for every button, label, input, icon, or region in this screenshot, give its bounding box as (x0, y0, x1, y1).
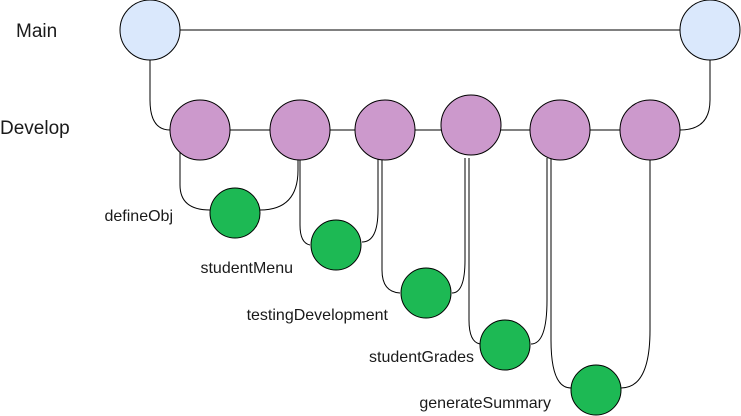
develop-commit-node[interactable] (269, 99, 331, 161)
main-commit-node[interactable] (679, 0, 741, 61)
defineObj-label: defineObj (105, 208, 174, 225)
studentMenu-label: studentMenu (200, 260, 293, 277)
main-branch-label: Main (16, 21, 57, 42)
generateSummary-branch-edge (550, 158, 651, 389)
develop-commit-node[interactable] (619, 99, 681, 161)
studentGrades-commit-node[interactable] (479, 319, 531, 371)
develop-commit-node[interactable] (529, 99, 591, 161)
develop-commit-node[interactable] (440, 94, 502, 156)
generateSummary-commit-node[interactable] (570, 364, 622, 416)
studentMenu-commit-node[interactable] (310, 219, 362, 271)
testingDevelopment-label: testingDevelopment (247, 307, 389, 324)
develop-to-main-edge (679, 60, 711, 131)
develop-branch-label: Develop (0, 118, 70, 139)
testingDevelopment-branch-edge (381, 158, 466, 294)
develop-commit-node[interactable] (169, 99, 231, 161)
main-to-develop-edge (149, 60, 171, 131)
defineObj-commit-node[interactable] (209, 187, 261, 239)
studentGrades-label: studentGrades (369, 349, 474, 366)
studentGrades-branch-edge (468, 158, 548, 345)
testingDevelopment-commit-node[interactable] (400, 267, 452, 319)
defineObj-branch-edge (179, 150, 299, 211)
develop-commit-node[interactable] (354, 99, 416, 161)
generateSummary-label: generateSummary (419, 395, 551, 412)
main-commit-node[interactable] (119, 0, 181, 61)
studentMenu-branch-edge (299, 158, 379, 246)
